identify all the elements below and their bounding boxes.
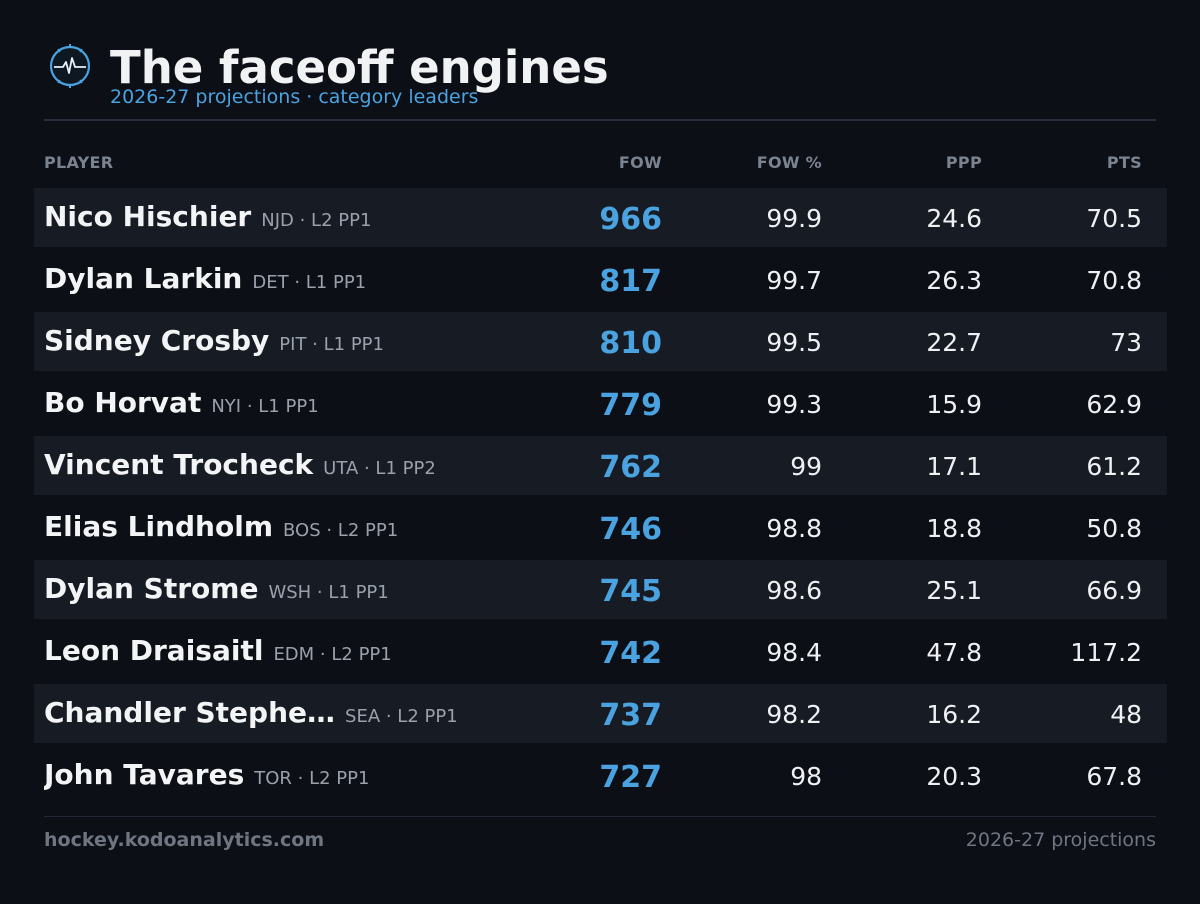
player-name: John Tavares — [44, 758, 245, 791]
column-header-ppp: PPP — [945, 153, 982, 172]
page-header: The faceoff engines 2026-27 projections … — [44, 42, 1156, 110]
fow-pct-value: 99.9 — [766, 204, 822, 233]
player-meta: UTA · L1 PP2 — [323, 458, 436, 479]
table-row: Sidney Crosby PIT · L1 PP1 810 99.5 22.7 … — [34, 312, 1167, 371]
player-meta: TOR · L2 PP1 — [254, 768, 370, 789]
ppp-value: 25.1 — [926, 576, 982, 605]
pts-value: 50.8 — [1086, 514, 1142, 543]
ppp-value: 15.9 — [926, 390, 982, 419]
player-name: Elias Lindholm — [44, 510, 273, 543]
page-title: The faceoff engines — [110, 41, 609, 94]
player-name: Leon Draisaitl — [44, 634, 264, 667]
page-subtitle: 2026-27 projections · category leaders — [110, 86, 479, 108]
fow-value: 762 — [599, 450, 662, 485]
fow-value: 966 — [599, 202, 662, 237]
player-meta: NJD · L2 PP1 — [261, 210, 372, 231]
player-meta: PIT · L1 PP1 — [279, 334, 384, 355]
ppp-value: 47.8 — [926, 638, 982, 667]
fow-pct-value: 98.4 — [766, 638, 822, 667]
fow-value: 737 — [599, 698, 662, 733]
ppp-value: 18.8 — [926, 514, 982, 543]
pts-value: 66.9 — [1086, 576, 1142, 605]
player-name: Vincent Trocheck — [44, 448, 314, 481]
footer-divider — [44, 816, 1156, 817]
fow-pct-value: 98.6 — [766, 576, 822, 605]
column-header-player: PLAYER — [44, 153, 114, 172]
fow-pct-value: 98 — [790, 762, 822, 791]
player-meta: BOS · L2 PP1 — [283, 520, 399, 541]
player-name: Bo Horvat — [44, 386, 202, 419]
player-name: Sidney Crosby — [44, 324, 270, 357]
fow-value: 727 — [599, 760, 662, 795]
player-name: Dylan Strome — [44, 572, 259, 605]
fow-value: 742 — [599, 636, 662, 671]
pts-value: 70.5 — [1086, 204, 1142, 233]
fow-pct-value: 99.5 — [766, 328, 822, 357]
ppp-value: 24.6 — [926, 204, 982, 233]
pts-value: 117.2 — [1070, 638, 1142, 667]
ppp-value: 26.3 — [926, 266, 982, 295]
table-row: Nico Hischier NJD · L2 PP1 966 99.9 24.6 … — [34, 188, 1167, 247]
ppp-value: 22.7 — [926, 328, 982, 357]
faceoff-dot-pulse-icon — [49, 44, 91, 88]
table-row: Elias Lindholm BOS · L2 PP1 746 98.8 18.8… — [34, 498, 1167, 557]
table-row: John Tavares TOR · L2 PP1 727 98 20.3 67.… — [34, 746, 1167, 805]
table-row: Leon Draisaitl EDM · L2 PP1 742 98.4 47.8… — [34, 622, 1167, 681]
player-name: Dylan Larkin — [44, 262, 243, 295]
column-header-fow-pct: FOW % — [756, 153, 822, 172]
player-name: Chandler Stephe… — [44, 696, 336, 729]
pts-value: 48 — [1110, 700, 1142, 729]
fow-value: 745 — [599, 574, 662, 609]
table-row: Dylan Strome WSH · L1 PP1 745 98.6 25.1 6… — [34, 560, 1167, 619]
column-header-pts: PTS — [1106, 153, 1142, 172]
fow-value: 779 — [599, 388, 662, 423]
table-row: Chandler Stephe… SEA · L2 PP1 737 98.2 16… — [34, 684, 1167, 743]
table-row: Bo Horvat NYI · L1 PP1 779 99.3 15.9 62.9 — [34, 374, 1167, 433]
ppp-value: 16.2 — [926, 700, 982, 729]
fow-value: 810 — [599, 326, 662, 361]
table-row: Vincent Trocheck UTA · L1 PP2 762 99 17.1… — [34, 436, 1167, 495]
fow-pct-value: 99 — [790, 452, 822, 481]
fow-pct-value: 99.3 — [766, 390, 822, 419]
ppp-value: 20.3 — [926, 762, 982, 791]
ppp-value: 17.1 — [926, 452, 982, 481]
pts-value: 70.8 — [1086, 266, 1142, 295]
pts-value: 62.9 — [1086, 390, 1142, 419]
player-meta: EDM · L2 PP1 — [273, 644, 392, 665]
fow-value: 817 — [599, 264, 662, 299]
header-divider — [44, 119, 1156, 121]
table-row: Dylan Larkin DET · L1 PP1 817 99.7 26.3 7… — [34, 250, 1167, 309]
footer-note: 2026-27 projections — [965, 829, 1156, 851]
fow-pct-value: 98.8 — [766, 514, 822, 543]
pts-value: 67.8 — [1086, 762, 1142, 791]
player-meta: NYI · L1 PP1 — [211, 396, 319, 417]
footer-site-link[interactable]: hockey.kodoanalytics.com — [44, 829, 325, 851]
player-name: Nico Hischier — [44, 200, 252, 233]
player-meta: SEA · L2 PP1 — [345, 706, 458, 727]
pts-value: 61.2 — [1086, 452, 1142, 481]
fow-pct-value: 99.7 — [766, 266, 822, 295]
pts-value: 73 — [1110, 328, 1142, 357]
fow-pct-value: 98.2 — [766, 700, 822, 729]
player-meta: WSH · L1 PP1 — [268, 582, 389, 603]
fow-value: 746 — [599, 512, 662, 547]
leaders-table: Nico Hischier NJD · L2 PP1 966 99.9 24.6 … — [34, 188, 1167, 808]
player-meta: DET · L1 PP1 — [252, 272, 367, 293]
column-header-fow: FOW — [618, 153, 662, 172]
